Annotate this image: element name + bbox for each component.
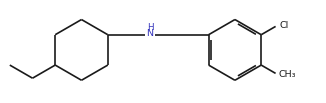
Text: Cl: Cl bbox=[280, 21, 289, 30]
Text: H: H bbox=[147, 23, 153, 32]
Text: CH₃: CH₃ bbox=[278, 70, 296, 78]
Text: N: N bbox=[146, 29, 154, 38]
